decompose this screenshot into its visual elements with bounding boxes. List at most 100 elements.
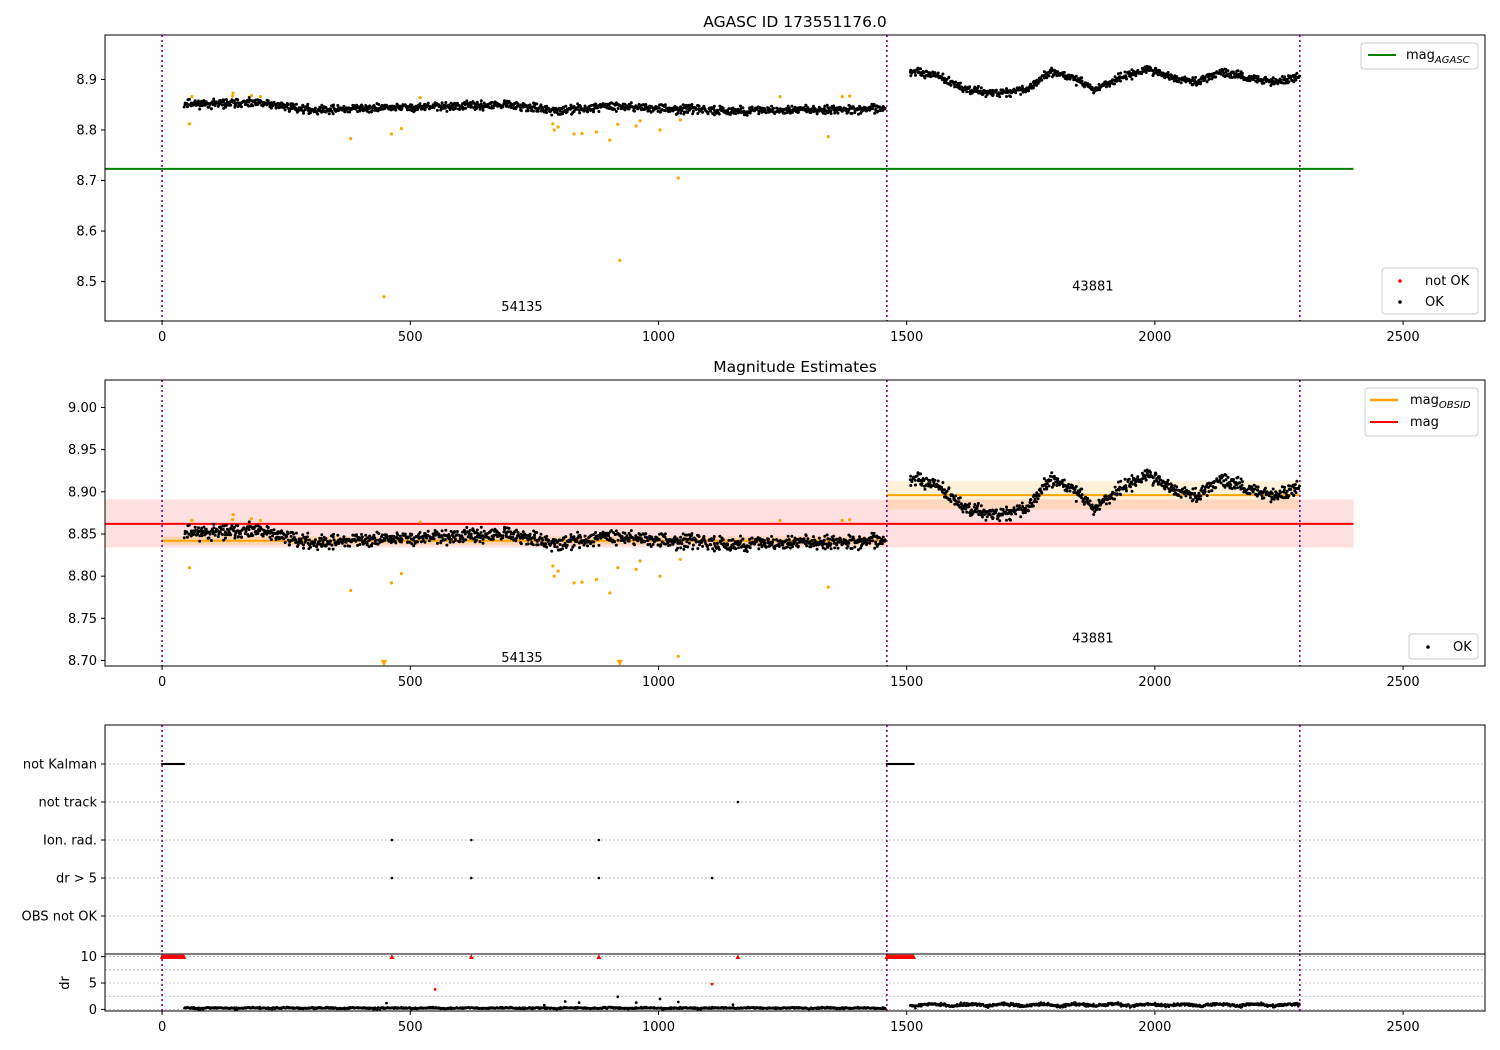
data-point [623,102,627,106]
data-point [1014,91,1018,95]
data-point [594,531,598,534]
data-point [342,104,346,108]
data-point [479,531,483,535]
data-point [701,544,705,548]
data-point [200,104,204,108]
data-point [389,132,393,136]
data-point [1292,494,1296,497]
data-point [318,539,322,543]
data-point [233,536,237,540]
data-point [445,543,449,547]
data-point [307,106,311,110]
data-point [958,81,962,85]
data-point [1131,73,1135,77]
data-point [330,543,334,547]
data-point [558,109,562,113]
data-point [676,654,680,658]
flag-point [912,762,915,766]
data-point [1129,485,1132,489]
data-point [729,547,733,551]
flag-category-label: not track [38,796,97,811]
data-point [1049,478,1053,482]
data-point [292,532,296,536]
data-point [535,102,539,106]
data-point [1119,479,1123,483]
data-point [547,538,551,542]
data-point [942,488,946,492]
data-point [213,533,217,537]
flag-category-label: dr > 5 [56,872,97,887]
data-point [705,544,709,548]
data-point [232,525,236,529]
data-point [1037,80,1041,84]
data-point [1189,496,1192,500]
data-point [627,539,631,543]
agasc-panel-frame [104,34,1486,322]
data-point [1115,492,1119,496]
data-point [1238,481,1242,485]
data-point [1029,82,1033,86]
data-point [616,566,620,570]
data-point [336,533,340,537]
data-point [200,534,204,538]
data-point [579,535,583,539]
data-point [301,533,305,537]
data-point [207,536,211,540]
data-point [706,547,710,551]
data-point [1144,71,1148,74]
data-point [1260,494,1264,497]
data-point [229,103,233,107]
data-point [1019,515,1023,519]
data-point [269,529,273,532]
data-point [706,112,710,116]
data-point [269,538,273,542]
data-point [613,107,616,111]
data-point [187,122,191,126]
data-point [676,111,680,115]
data-point [1108,501,1112,505]
data-point [1123,70,1127,74]
data-point [272,528,276,532]
data-point [968,502,972,506]
data-point [772,538,775,542]
data-point [712,537,716,541]
data-point [923,76,927,80]
flag-category-label: Ion. rad. [43,834,97,849]
data-point [687,541,691,545]
data-point [377,532,381,536]
data-point [634,567,638,572]
data-point [873,546,877,550]
data-point [230,524,234,528]
data-point [613,540,616,544]
data-point [699,541,703,544]
data-point [261,534,265,538]
data-point [709,109,713,113]
data-point [358,109,362,113]
data-point [321,540,325,544]
data-point [343,544,347,548]
x-tick-label: 1000 [642,330,675,345]
data-point [526,542,530,546]
data-point [231,91,235,95]
y-tick-label: 8.6 [76,225,97,240]
data-point [302,546,305,550]
data-point [840,518,844,523]
x-tick-label: 0 [158,675,166,690]
data-point [815,547,819,551]
data-point [364,533,368,537]
data-point [745,113,749,117]
data-point [954,80,958,84]
data-point [490,100,494,104]
data-point [251,534,255,537]
data-point [596,537,600,541]
data-point [1098,88,1102,92]
data-point [247,528,251,531]
data-point [691,112,695,116]
data-point [531,109,535,113]
data-point [193,525,197,529]
data-point [909,474,913,478]
data-point [726,109,730,113]
data-point [224,536,227,540]
data-point [473,536,477,539]
data-point [796,110,800,114]
